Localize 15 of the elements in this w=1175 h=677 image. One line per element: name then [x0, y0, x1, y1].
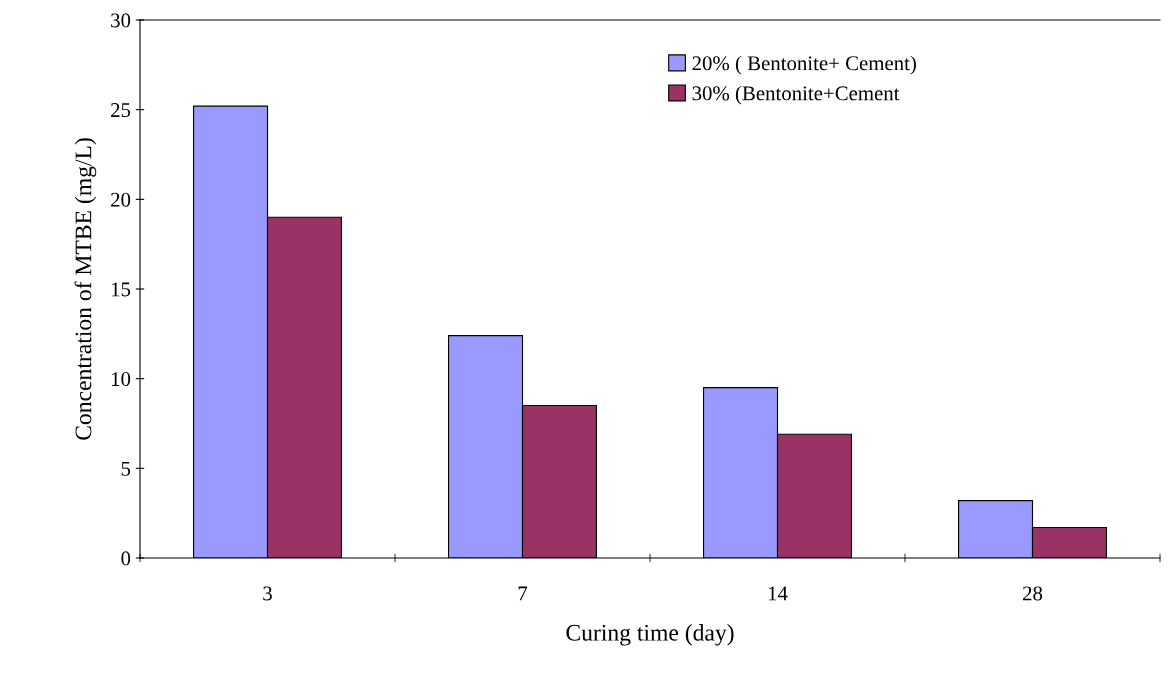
- y-axis-title: Concentration of MTBE (mg/L): [74, 138, 97, 440]
- x-tick-label: 7: [518, 586, 528, 601]
- y-tick-label: 5: [121, 461, 131, 476]
- x-tick-label: 14: [768, 586, 788, 601]
- y-tick-label: 10: [111, 372, 131, 387]
- y-tick-label: 25: [111, 103, 131, 118]
- x-tick-label: 28: [1023, 586, 1043, 601]
- legend-label: 30% (Bentonite+Cement: [692, 85, 900, 105]
- x-axis-title: Curing time (day): [566, 624, 734, 646]
- y-tick-label: 15: [111, 282, 131, 297]
- y-tick-label: 0: [121, 551, 131, 566]
- y-tick-label: 30: [111, 13, 131, 28]
- x-tick-label: 3: [263, 586, 272, 601]
- y-tick-label: 20: [111, 192, 131, 207]
- legend-label: 20% ( Bentonite+ Cement): [692, 55, 916, 75]
